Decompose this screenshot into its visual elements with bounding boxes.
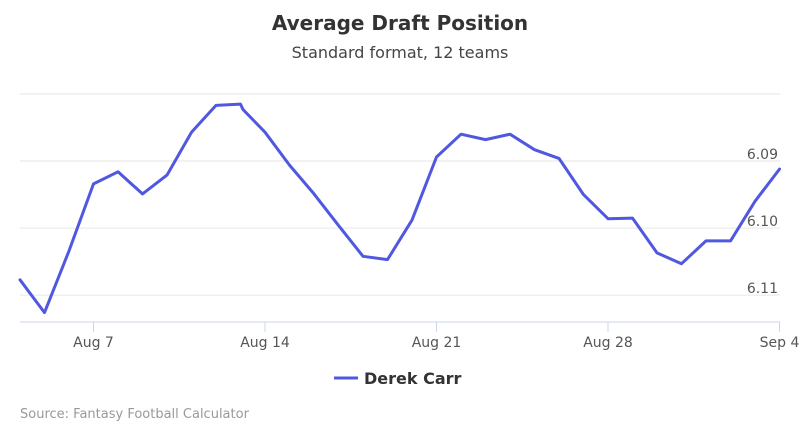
y-tick-label: 6.09 <box>747 147 778 163</box>
x-axis-ticks: Aug 7 Aug 14 Aug 21 Aug 28 Sep 4 <box>73 322 799 351</box>
x-tick-label: Aug 7 <box>73 335 114 351</box>
series-group <box>18 102 781 315</box>
source-credit[interactable]: Source: Fantasy Football Calculator <box>20 407 250 422</box>
x-tick-label: Aug 28 <box>583 335 633 351</box>
y-tick-label: 6.11 <box>747 281 778 297</box>
y-tick-label: 6.10 <box>747 214 778 230</box>
x-tick-label: Aug 14 <box>240 335 290 351</box>
x-tick-label: Aug 21 <box>412 335 462 351</box>
series-line-derek-carr[interactable] <box>18 102 781 315</box>
legend-label-derek-carr[interactable]: Derek Carr <box>364 369 462 388</box>
chart-subtitle: Standard format, 12 teams <box>292 43 509 62</box>
y-axis-ticks: 6.09 6.10 6.11 <box>747 147 778 297</box>
legend[interactable]: Derek Carr <box>334 369 462 388</box>
gridlines <box>20 93 780 296</box>
x-tick-label: Sep 4 <box>760 335 800 351</box>
chart-title: Average Draft Position <box>272 11 528 35</box>
